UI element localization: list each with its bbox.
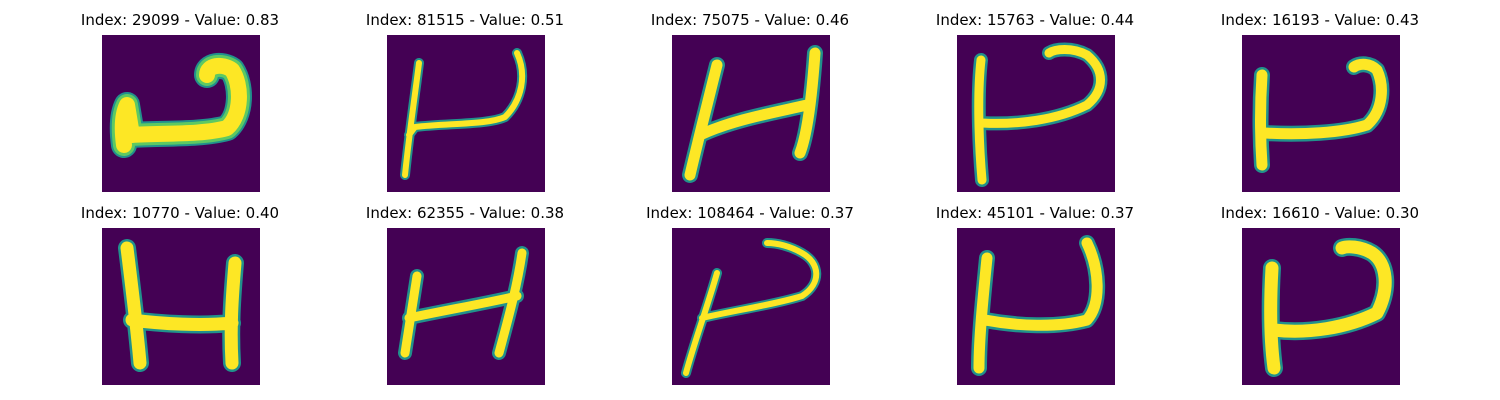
panel-title: Index: 45101 - Value: 0.37 — [935, 204, 1135, 222]
panel-title: Index: 10770 - Value: 0.40 — [80, 204, 280, 222]
panel-7: Index: 62355 - Value: 0.38 — [340, 193, 590, 385]
glyph-image — [102, 228, 260, 385]
panel-title: Index: 29099 - Value: 0.83 — [80, 11, 280, 29]
panel-8: Index: 108464 - Value: 0.37 — [625, 193, 875, 385]
glyph-image — [387, 35, 545, 192]
panel-3: Index: 75075 - Value: 0.46 — [625, 0, 875, 192]
panel-title: Index: 16193 - Value: 0.43 — [1220, 11, 1420, 29]
panel-5: Index: 16193 - Value: 0.43 — [1195, 0, 1445, 192]
glyph-image — [1242, 35, 1400, 192]
panel-title: Index: 108464 - Value: 0.37 — [646, 204, 854, 222]
panel-title: Index: 16610 - Value: 0.30 — [1220, 204, 1420, 222]
glyph-image — [957, 228, 1115, 385]
panel-title: Index: 62355 - Value: 0.38 — [365, 204, 565, 222]
panel-title: Index: 15763 - Value: 0.44 — [935, 11, 1135, 29]
panel-4: Index: 15763 - Value: 0.44 — [910, 0, 1160, 192]
glyph-image — [102, 35, 260, 192]
panel-9: Index: 45101 - Value: 0.37 — [910, 193, 1160, 385]
glyph-image — [672, 228, 830, 385]
panel-10: Index: 16610 - Value: 0.30 — [1195, 193, 1445, 385]
panel-1: Index: 29099 - Value: 0.83 — [55, 0, 305, 192]
glyph-image — [672, 35, 830, 192]
panel-2: Index: 81515 - Value: 0.51 — [340, 0, 590, 192]
glyph-image — [957, 35, 1115, 192]
glyph-image — [387, 228, 545, 385]
panel-6: Index: 10770 - Value: 0.40 — [55, 193, 305, 385]
panel-title: Index: 81515 - Value: 0.51 — [365, 11, 565, 29]
glyph-image — [1242, 228, 1400, 385]
panel-title: Index: 75075 - Value: 0.46 — [650, 11, 850, 29]
